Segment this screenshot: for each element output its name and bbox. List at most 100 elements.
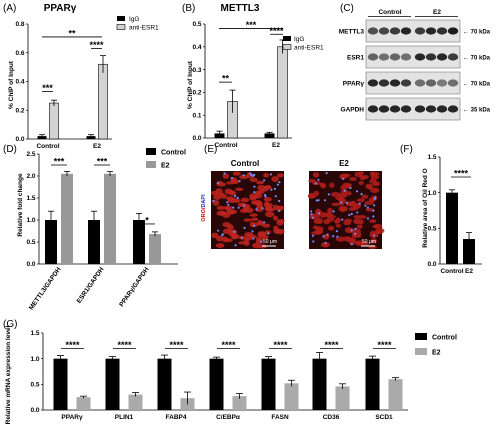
- panel-d-y-tick-label-0: 0.0: [26, 261, 35, 268]
- micrograph-control-lipid-107: [265, 206, 273, 212]
- panel-f-y-tick-label-0: 0.0: [427, 261, 436, 268]
- micrograph-e2-nucleus-6: [332, 235, 335, 238]
- micrograph-e2-nucleus-20: [350, 229, 353, 232]
- micrograph-e2-lipid-32: [370, 187, 380, 194]
- blot-band-ppargamma-6: [425, 79, 437, 87]
- micrograph-e2-lipid-31: [331, 202, 341, 207]
- micrograph-control-lipid-33: [256, 180, 264, 185]
- micrograph-e2-nucleus-21: [327, 193, 330, 196]
- micrograph-control-lipid-14: [238, 241, 246, 245]
- panel-d-bar-ppargamma-gapdh-control: [133, 220, 145, 264]
- panel-b-y-tick-label-2: 0.2: [192, 90, 201, 97]
- panel-g-bar-fasn-control: [261, 358, 276, 410]
- panel-a-y-tick-label-1: 0.2: [15, 107, 24, 114]
- blot-band-gapdh-4: [400, 105, 412, 113]
- panel-d-y-tick-label-4: 2.0: [26, 173, 35, 180]
- blot-size-label-ppargamma: ← 70 kDa: [463, 81, 491, 87]
- micrograph-control-nucleus-1: [252, 224, 256, 227]
- micrograph-e2-nucleus-30: [372, 215, 375, 218]
- panel-c-letter: (C): [340, 3, 354, 14]
- panel-g-y-tick-label-3: 1.5: [30, 330, 39, 337]
- panel-g-x-tick-label-cd36: CD36: [323, 414, 340, 421]
- panel-g-bar-plin1-control: [105, 358, 120, 410]
- micrograph-e2-lipid-73: [323, 212, 334, 217]
- panel-f: (F) Relative area of Oil Red O 0.0 0.5 1.0…: [400, 144, 482, 275]
- micrograph-e2-nucleus-37: [336, 235, 339, 238]
- micrograph-control-lipid-90: [249, 213, 258, 217]
- legend-b-label-igg: IgG: [294, 36, 304, 43]
- micrograph-control-nucleus-28: [248, 172, 251, 175]
- micrograph-e2-lipid-6: [368, 244, 377, 249]
- panel-g-bar-c-ebpalpha-control: [209, 358, 224, 410]
- panel-g-sig-label-0: ****: [65, 340, 80, 350]
- micrograph-control-lipid-66: [226, 196, 234, 201]
- blot-band-ppargamma-5: [414, 79, 426, 87]
- micrograph-e2-lipid-102: [311, 231, 321, 235]
- micrograph-control-nucleus-21: [243, 226, 246, 229]
- micrograph-control-lipid-46: [228, 209, 238, 215]
- micrograph-e2-lipid-109: [350, 203, 359, 208]
- blot-band-esr1-5: [414, 53, 426, 61]
- panel-c-western-blot: (C) Control E2 METTL3 ← 70 kDa ESR1 ← 70 kD…: [339, 3, 491, 121]
- blot-band-ppargamma-7: [436, 79, 448, 87]
- panel-g: (G) Relative mRNA expression level 0.00.…: [3, 319, 457, 424]
- micrograph-e2-lipid-105: [322, 242, 329, 248]
- blot-band-esr1-7: [436, 53, 448, 61]
- micrograph-e2-lipid-36: [356, 198, 365, 203]
- micrograph-control-nucleus-29: [269, 173, 273, 176]
- micrograph-e2-lipid-42: [369, 171, 376, 177]
- blot-band-gapdh-1: [367, 105, 379, 113]
- blot-band-gapdh-3: [389, 105, 401, 113]
- micrograph-e2-nucleus-40: [310, 210, 313, 213]
- micrograph-control-lipid-68: [222, 173, 230, 179]
- legend-b-swatch-igg: [283, 36, 291, 41]
- blot-band-esr1-1: [367, 53, 379, 61]
- micrograph-e2-nucleus-43: [350, 243, 353, 246]
- micrograph-control-nucleus-26: [237, 206, 240, 209]
- micrograph-control-nucleus-23: [276, 183, 280, 186]
- panel-a-x-tick-label-e2: E2: [93, 143, 101, 150]
- panel-f-sig-label-0: ****: [454, 168, 469, 178]
- micrograph-e2-nucleus-42: [314, 182, 317, 185]
- micrograph-control-nucleus-14: [260, 240, 263, 243]
- panel-b-ylabel: % ChIP of Input: [187, 60, 194, 109]
- panel-d-x-tick-label-ppargamma-gapdh: PPARγ/GAPDH: [118, 266, 151, 308]
- panel-g-sig-label-5: ****: [324, 340, 339, 350]
- micrograph-control-nucleus-42: [250, 173, 253, 177]
- micrograph-control-lipid-43: [216, 235, 223, 242]
- blot-band-ppargamma-1: [367, 79, 379, 87]
- micrograph-e2-lipid-89: [327, 207, 333, 214]
- panel-e-micrographs: (E) Control E2 ORO/DAPI 50 μm 50 μm: [201, 144, 385, 249]
- micrograph-control-nucleus-36: [216, 229, 220, 232]
- micrograph-e2-nucleus-25: [374, 196, 377, 199]
- micrograph-control-lipid-100: [265, 185, 272, 189]
- micrograph-control-nucleus-19: [278, 209, 281, 212]
- micrograph-control-lipid-85: [239, 174, 249, 180]
- panel-a-x-tick-label-control: Control: [36, 143, 59, 150]
- blot-group-e2: E2: [433, 9, 441, 16]
- micrograph-e2-lipid-74: [328, 225, 335, 231]
- panel-g-bar-c-ebpalpha-e2: [232, 396, 247, 410]
- micrograph-control-lipid-63: [230, 233, 240, 240]
- micrograph-e2-lipid-18: [330, 192, 341, 198]
- micrograph-control-nucleus-16: [262, 179, 266, 182]
- blot-membrane-gapdh: [365, 97, 461, 121]
- micrograph-e2-lipid-85: [350, 200, 356, 205]
- micrograph-control-nucleus-30: [253, 173, 256, 177]
- panel-b-letter: (B): [182, 3, 195, 14]
- micrograph-control-nucleus-38: [233, 230, 236, 233]
- micrograph-control-lipid-76: [245, 207, 254, 213]
- scale-bar-label-control: 50 μm: [263, 239, 277, 245]
- panel-g-bar-cd36-control: [312, 358, 327, 410]
- micrograph-control-nucleus-40: [253, 185, 256, 188]
- blot-band-esr1-6: [425, 53, 437, 61]
- micrograph-control-lipid-91: [229, 190, 235, 195]
- micrograph-e2-lipid-76: [367, 186, 374, 190]
- panel-b-sig-label-0: **: [222, 74, 230, 84]
- micrograph-control-lipid-86: [252, 242, 261, 249]
- micrograph-e2-nucleus-22: [317, 199, 320, 202]
- micrograph-e2-lipid-39: [373, 223, 383, 229]
- micrograph-control-lipid-35: [234, 198, 241, 203]
- micrograph-control-lipid-81: [276, 219, 285, 223]
- panel-d-bar-mettl3-gapdh-control: [45, 220, 57, 264]
